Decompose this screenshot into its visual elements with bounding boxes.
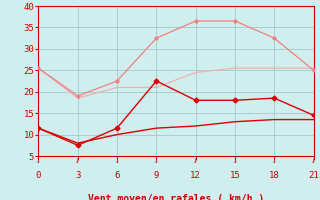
Text: ↓: ↓ [76,156,80,165]
Text: ↓: ↓ [115,156,119,165]
Text: ↓: ↓ [311,156,316,165]
Text: ↓: ↓ [233,156,237,165]
Text: ↓: ↓ [154,156,159,165]
Text: ↓: ↓ [36,156,41,165]
X-axis label: Vent moyen/en rafales ( km/h ): Vent moyen/en rafales ( km/h ) [88,194,264,200]
Text: ↓: ↓ [272,156,276,165]
Text: ↓: ↓ [193,156,198,165]
